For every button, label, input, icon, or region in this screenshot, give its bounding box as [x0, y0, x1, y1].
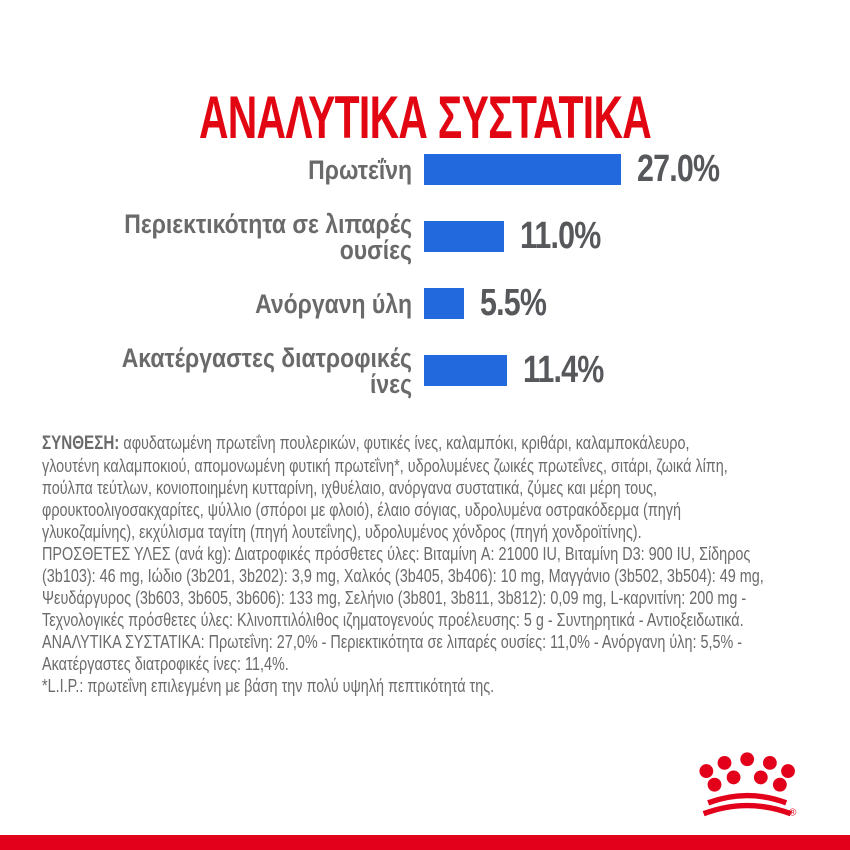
body-text-line-content: γλουτένη καλαμποκιού, απομονωμένη φυτική… — [42, 456, 728, 476]
body-text-line: Τεχνολογικές πρόσθετες ύλες: Κλινοπτιλόλ… — [42, 609, 808, 631]
chart-row-label-line: Πρωτεΐνη — [308, 154, 412, 185]
body-text-line-content: αφυδατωμένη πρωτεΐνη πουλερικών, φυτικές… — [123, 433, 690, 453]
chart-row-label: Ακατέργαστες διατροφικές ίνες — [62, 342, 413, 399]
body-text-line-content: φρουκτοολιγοσακχαρίτες, ψύλλιο (σπόροι μ… — [42, 500, 681, 520]
chart-row-label-line: Ακατέργαστες διατροφικές — [121, 342, 413, 373]
body-text-line-content: Τεχνολογικές πρόσθετες ύλες: Κλινοπτιλόλ… — [42, 610, 744, 630]
ingredients-text-block: ΣΥΝΘΕΣΗ: αφυδατωμένη πρωτεΐνη πουλερικών… — [42, 432, 808, 697]
chart-bar — [424, 288, 464, 319]
chart-bar — [424, 355, 507, 386]
chart-row-label-line: ουσίες — [339, 234, 412, 265]
chart-row-label-line: Ανόργανη ύλη — [255, 288, 412, 319]
body-text-line-content: ΑΝΑΛΥΤΙΚΑ ΣΥΣΤΑΤΙΚΑ: Πρωτεΐνη: 27,0% - Π… — [42, 632, 743, 652]
chart-row: Ακατέργαστες διατροφικές ίνες 11.4% — [0, 337, 850, 404]
royal-canin-crown-logo: ® — [699, 752, 797, 819]
nutrition-bar-chart: Πρωτεΐνη 27.0% Περιεκτικότητα σε λιπαρές ου… — [0, 136, 850, 404]
body-text-line: Ακατέργαστες διατροφικές ίνες: 11,4%. — [42, 653, 808, 675]
body-text-line: γλουτένη καλαμποκιού, απομονωμένη φυτική… — [42, 455, 808, 477]
chart-row: Πρωτεΐνη 27.0% — [0, 136, 850, 203]
chart-bar — [424, 221, 504, 252]
body-text-line: πούλπα τεύτλων, κονιοποιημένη κυτταρίνη,… — [42, 477, 808, 499]
chart-row-label: Περιεκτικότητα σε λιπαρές ουσίες — [62, 208, 413, 265]
chart-bar — [424, 154, 621, 185]
body-text-line-content: πούλπα τεύτλων, κονιοποιημένη κυτταρίνη,… — [42, 478, 657, 498]
chart-value-label: 5.5% — [480, 282, 547, 324]
body-text-line-content: Ακατέργαστες διατροφικές ίνες: 11,4%. — [42, 654, 289, 674]
chart-row-label-line: Περιεκτικότητα σε λιπαρές — [124, 208, 413, 239]
body-text-line-content: Ψευδάργυρος (3b603, 3b605, 3b606): 133 m… — [42, 588, 747, 608]
body-text-line: ΠΡΟΣΘΕΤΕΣ ΥΛΕΣ (ανά kg): Διατροφικές πρό… — [42, 543, 808, 565]
body-text-line: *L.I.P.: πρωτεΐνη επιλεγμένη με βάση την… — [42, 675, 808, 697]
body-text-line-content: ΠΡΟΣΘΕΤΕΣ ΥΛΕΣ (ανά kg): Διατροφικές πρό… — [42, 544, 751, 564]
chart-value-label: 27.0% — [637, 148, 720, 190]
chart-row: Περιεκτικότητα σε λιπαρές ουσίες 11.0% — [0, 203, 850, 270]
body-text-line-content: γλυκοζαμίνης), εκχύλισμα ταγίτη (πηγή λο… — [42, 522, 642, 542]
body-text-line: ΣΥΝΘΕΣΗ: αφυδατωμένη πρωτεΐνη πουλερικών… — [42, 432, 808, 455]
body-text-line-content: (3b103): 46 mg, Ιώδιο (3b201, 3b202): 3,… — [42, 566, 764, 586]
body-text-line: (3b103): 46 mg, Ιώδιο (3b201, 3b202): 3,… — [42, 565, 808, 587]
chart-row-label: Πρωτεΐνη — [62, 154, 412, 185]
chart-row: Ανόργανη ύλη 5.5% — [0, 270, 850, 337]
page-title: ΑΝΑΛΥΤΙΚΑ ΣΥΣΤΑΤΙΚΑ — [198, 84, 652, 152]
chart-value-label: 11.4% — [523, 349, 604, 391]
chart-value-label: 11.0% — [520, 215, 601, 257]
footer-red-bar — [0, 835, 850, 850]
body-text-line: Ψευδάργυρος (3b603, 3b605, 3b606): 133 m… — [42, 587, 808, 609]
body-text-line: ΑΝΑΛΥΤΙΚΑ ΣΥΣΤΑΤΙΚΑ: Πρωτεΐνη: 27,0% - Π… — [42, 631, 808, 653]
body-text-line-content: *L.I.P.: πρωτεΐνη επιλεγμένη με βάση την… — [42, 676, 495, 696]
chart-row-label: Ανόργανη ύλη — [62, 288, 412, 319]
registered-trademark-symbol: ® — [789, 808, 797, 819]
composition-heading: ΣΥΝΘΕΣΗ: — [42, 433, 120, 454]
body-text-line: φρουκτοολιγοσακχαρίτες, ψύλλιο (σπόροι μ… — [42, 499, 808, 521]
chart-row-label-line: ίνες — [370, 368, 412, 399]
body-text-line: γλυκοζαμίνης), εκχύλισμα ταγίτη (πηγή λο… — [42, 521, 808, 543]
